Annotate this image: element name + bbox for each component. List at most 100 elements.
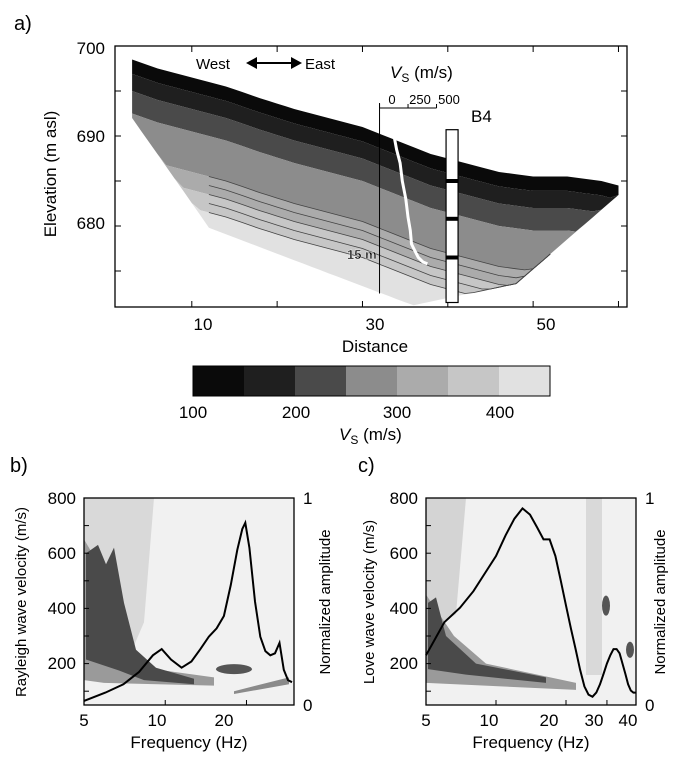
panel-c-y-tick-400: 400: [390, 599, 418, 618]
panel-c-x-tick-5: 5: [421, 711, 430, 730]
dispersion-region-spot-2: [626, 641, 634, 658]
panel-b-y-tick-800: 800: [48, 489, 76, 508]
vs-profile-title-unit: (m/s): [409, 63, 452, 82]
panel-b-dispersion-image: [84, 498, 289, 694]
panel-b-plot: [83, 497, 295, 706]
panel-a-y-tick-700: 700: [77, 39, 105, 58]
panel-a-velocity-layers: [132, 59, 619, 306]
panel-b-x-tick-5: 5: [79, 711, 88, 730]
panel-c-x-tick-10: 10: [480, 711, 499, 730]
colorbar-title: VS (m/s): [339, 425, 402, 447]
borehole-b4: [445, 129, 459, 304]
dispersion-region-streak: [234, 677, 289, 694]
west-label: West: [196, 56, 231, 73]
velocity-layer-1: [132, 59, 619, 198]
panel-c-x-tick-30: 30: [585, 711, 604, 730]
panel-c-y2-axis-label: Normalized amplitude: [652, 529, 669, 674]
dispersion-region-band: [586, 498, 602, 675]
borehole-marker-1: [446, 179, 459, 183]
panel-a-x-axis-label: Distance: [342, 337, 408, 356]
panel-b-y-tick-400: 400: [48, 599, 76, 618]
panel-b-x-tick-20: 20: [215, 711, 234, 730]
panel-a-y-axis-label: Elevation (m asl): [41, 111, 60, 238]
colorbar-swatch-2: [244, 366, 295, 396]
panel-c-y-axis-label: Love wave velocity (m/s): [361, 520, 378, 684]
dispersion-region-spot-1: [602, 595, 610, 616]
colorbar-title-main: V: [339, 425, 352, 444]
panel-c-y2-tick-0: 0: [645, 696, 654, 715]
panel-b-y2-tick-0: 0: [303, 696, 312, 715]
panel-b-x-axis-label: Frequency (Hz): [130, 733, 247, 752]
colorbar-title-unit: (m/s): [358, 425, 401, 444]
borehole-column: [445, 129, 459, 304]
panel-c-dispersion-image: [426, 498, 634, 690]
velocity-layer-2: [132, 73, 619, 212]
panel-b-amplitude-curve: [83, 519, 293, 702]
west-east-arrow-icon: [246, 57, 302, 69]
panel-b-y-tick-200: 200: [48, 654, 76, 673]
velocity-layer-3: [132, 91, 619, 232]
panel-a-y-tick-680: 680: [77, 214, 105, 233]
colorbar-title-sub: S: [350, 433, 358, 447]
dispersion-region-spot: [216, 664, 252, 675]
borehole-label: B4: [471, 107, 492, 126]
panel-c-letter: c): [358, 455, 375, 477]
vs-scale-tick-0: 0: [388, 92, 395, 107]
panel-b-y2-tick-1: 1: [303, 489, 312, 508]
panel-c-tick-marks: [425, 497, 637, 705]
panel-b-axes-frame: [83, 497, 295, 706]
contour-depth-label: 15 m: [347, 247, 377, 262]
panel-c-y-tick-200: 200: [390, 654, 418, 673]
panel-c-x-axis-label: Frequency (Hz): [472, 733, 589, 752]
colorbar-tick-300: 300: [383, 403, 411, 422]
colorbar-tick-400: 400: [486, 403, 514, 422]
colorbar-swatch-4: [346, 366, 397, 396]
velocity-colorbar: [192, 365, 551, 397]
colorbar-tick-100: 100: [179, 403, 207, 422]
panel-a-tick-marks: [115, 45, 627, 307]
panel-a-y-tick-690: 690: [77, 127, 105, 146]
panel-a-plot: [114, 45, 628, 308]
panel-a-letter: a): [14, 13, 32, 35]
vs-scale-tick-250: 250: [409, 92, 431, 107]
east-label: East: [305, 56, 336, 73]
colorbar-tick-200: 200: [282, 403, 310, 422]
colorbar-swatch-3: [295, 366, 346, 396]
borehole-marker-3: [446, 255, 459, 260]
panel-b-tick-marks: [83, 497, 294, 705]
vs-profile-curve: [392, 137, 428, 266]
vs-profile-title-sub: S: [401, 71, 409, 85]
panel-a-axes-frame: [114, 45, 628, 308]
panel-c-amplitude-curve: [425, 506, 636, 698]
velocity-layer-7: [132, 118, 619, 306]
panel-b-letter: b): [10, 455, 28, 477]
panel-a-x-tick-10: 10: [194, 315, 213, 334]
vs-profile-title: VS (m/s): [390, 63, 453, 85]
velocity-layer-6: [132, 118, 619, 294]
borehole-marker-2: [446, 216, 459, 221]
colorbar-frame: [192, 365, 551, 397]
panel-b-y-axis-label: Rayleigh wave velocity (m/s): [13, 507, 30, 697]
panel-c-y-tick-800: 800: [390, 489, 418, 508]
vs-scale-tick-500: 500: [438, 92, 460, 107]
panel-b-y2-axis-label: Normalized amplitude: [317, 529, 334, 674]
dispersion-region-dark: [86, 544, 194, 685]
panel-b-x-tick-10: 10: [148, 711, 167, 730]
panel-a-x-tick-30: 30: [366, 315, 385, 334]
colorbar-swatch-1: [193, 366, 244, 396]
dispersion-region-dark: [428, 597, 546, 683]
velocity-layer-4: [132, 113, 619, 270]
vs-profile-title-main: V: [390, 63, 403, 82]
colorbar-swatch-6: [448, 366, 499, 396]
panel-c-y-tick-600: 600: [390, 544, 418, 563]
vs-profile-overlay: [379, 103, 438, 294]
panel-c-x-tick-40: 40: [619, 711, 638, 730]
panel-c-axes-frame: [425, 497, 637, 706]
panel-a-x-tick-50: 50: [537, 315, 556, 334]
panel-b-y-tick-600: 600: [48, 544, 76, 563]
panel-c-y2-tick-1: 1: [645, 489, 654, 508]
panel-c-plot: [425, 497, 637, 706]
colorbar-swatch-7: [499, 366, 550, 396]
panel-c-x-tick-20: 20: [540, 711, 559, 730]
